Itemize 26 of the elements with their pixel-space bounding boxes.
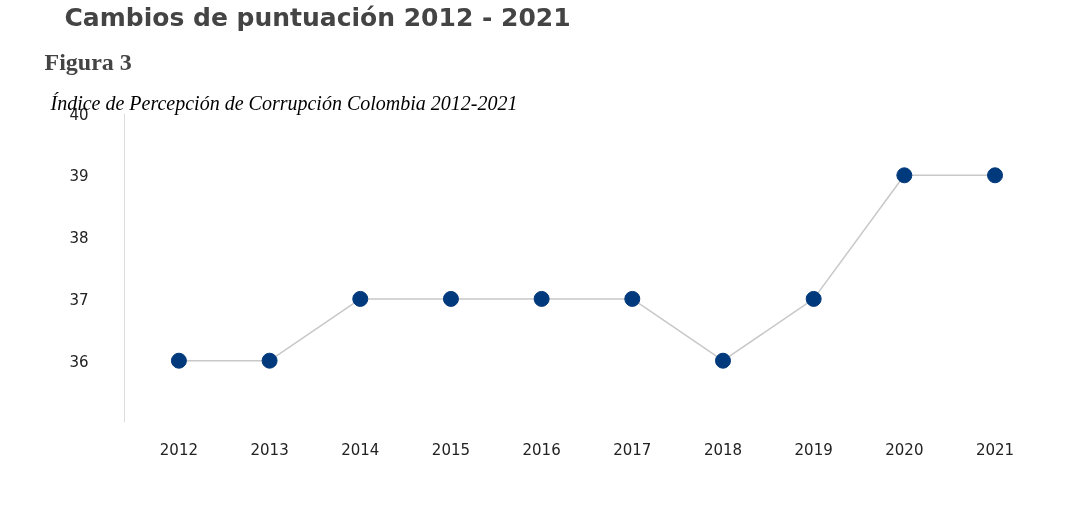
- x-tick-label: 2016: [522, 440, 561, 459]
- x-tick-label: 2017: [613, 440, 652, 459]
- point: [261, 352, 278, 369]
- x-tick-label: 2019: [794, 440, 833, 459]
- x-tick-label: 2018: [703, 440, 743, 459]
- chart-title: Cambios de puntuación 2012 - 2021: [64, 2, 571, 32]
- point: [805, 290, 822, 307]
- y-tick-label: 39: [69, 167, 89, 186]
- x-tick-label: 2013: [250, 440, 289, 459]
- y-tick-label: 36: [69, 352, 89, 371]
- x-tick-label: 2020: [885, 440, 924, 459]
- point: [442, 290, 459, 307]
- point: [170, 352, 187, 369]
- y-tick-label: 37: [69, 290, 89, 309]
- point: [987, 167, 1004, 184]
- x-tick-label: 2021: [975, 440, 1015, 459]
- y-tick-label: 38: [69, 229, 89, 248]
- x-tick-label: 2015: [431, 440, 471, 459]
- x-tick-label: 2014: [341, 440, 380, 459]
- chart-subtitle: Figura 3: [44, 48, 132, 75]
- point: [896, 167, 913, 184]
- point: [533, 290, 550, 307]
- point: [352, 290, 369, 307]
- x-tick-label: 2012: [159, 440, 199, 459]
- point: [714, 352, 731, 369]
- point: [624, 290, 641, 307]
